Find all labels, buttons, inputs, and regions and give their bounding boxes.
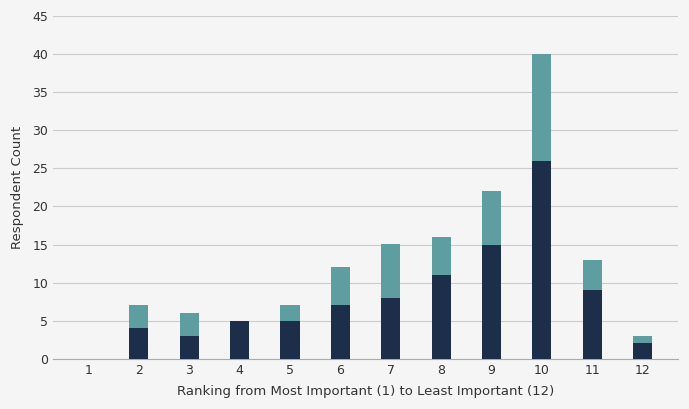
Bar [331,267,350,306]
Bar [381,298,400,359]
Bar [381,245,400,298]
Bar [482,245,501,359]
Bar [633,336,652,344]
Bar [331,306,350,359]
Bar [130,306,148,328]
Bar [431,237,451,275]
Bar [180,313,199,336]
Bar [583,290,601,359]
Bar [633,344,652,359]
Y-axis label: Respondent Count: Respondent Count [11,126,24,249]
Bar [482,191,501,245]
Bar [180,336,199,359]
Bar [280,306,300,321]
X-axis label: Ranking from Most Important (1) to Least Important (12): Ranking from Most Important (1) to Least… [177,385,554,398]
Bar [533,54,551,161]
Bar [130,328,148,359]
Bar [431,275,451,359]
Bar [583,260,601,290]
Bar [230,321,249,359]
Bar [533,161,551,359]
Bar [280,321,300,359]
